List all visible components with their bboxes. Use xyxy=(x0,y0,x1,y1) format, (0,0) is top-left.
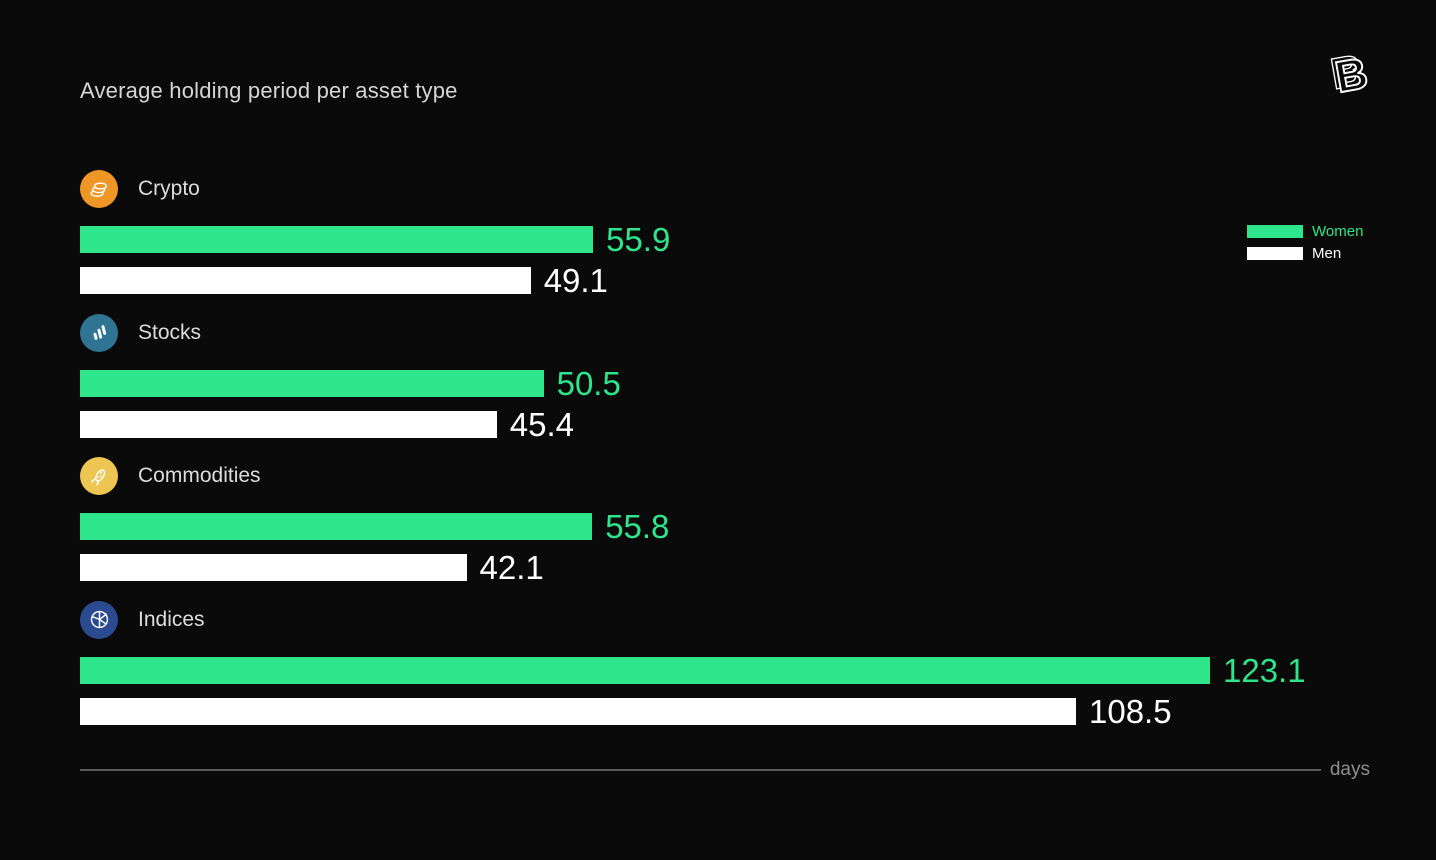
bar-women-indices xyxy=(80,656,1210,684)
bar-men-stocks xyxy=(80,410,497,438)
crypto-coins-icon xyxy=(80,170,118,208)
row-head-crypto: Crypto xyxy=(80,170,1400,208)
category-label-indices: Indices xyxy=(138,607,205,631)
bar-women-commodities xyxy=(80,513,593,540)
legend-item-women: Women xyxy=(1247,224,1363,239)
bar-women-crypto xyxy=(80,226,594,253)
indices-pie-icon xyxy=(80,600,118,639)
legend: Women Men xyxy=(1247,224,1363,261)
row-head-commodities: Commodities xyxy=(80,457,1400,495)
bar-row-women-crypto: 55.9 xyxy=(80,221,671,258)
x-axis-unit-label: days xyxy=(1329,759,1370,780)
chart-title: Average holding period per asset type xyxy=(80,78,458,103)
bar-men-indices xyxy=(80,697,1076,725)
legend-swatch-men xyxy=(1247,247,1303,260)
legend-item-men: Men xyxy=(1247,246,1363,261)
chart-row-indices: Indices 123.1 108.5 xyxy=(80,600,1400,736)
bar-row-women-stocks: 50.5 xyxy=(80,364,621,402)
value-women-indices: 123.1 xyxy=(1223,651,1306,689)
value-men-indices: 108.5 xyxy=(1089,692,1172,730)
value-women-crypto: 55.9 xyxy=(606,221,671,258)
commodities-corn-icon xyxy=(80,457,118,495)
legend-label-women: Women xyxy=(1312,223,1364,240)
legend-swatch-women xyxy=(1247,225,1303,238)
chart-row-stocks: Stocks 50.5 45.4 xyxy=(80,313,1400,449)
bar-row-men-commodities: 42.1 xyxy=(80,549,544,586)
chart-row-crypto: Crypto 55.9 49.1 xyxy=(80,170,1400,305)
legend-label-men: Men xyxy=(1312,245,1342,262)
bar-women-stocks xyxy=(80,369,544,397)
value-men-crypto: 49.1 xyxy=(543,262,608,299)
bar-row-men-stocks: 45.4 xyxy=(80,405,575,443)
bar-row-men-indices: 108.5 xyxy=(80,692,1172,730)
bar-row-women-commodities: 55.8 xyxy=(80,508,670,545)
x-axis-line xyxy=(80,769,1321,771)
category-label-commodities: Commodities xyxy=(138,464,261,487)
x-axis: days xyxy=(80,759,1370,781)
bar-row-women-indices: 123.1 xyxy=(80,651,1306,689)
category-label-crypto: Crypto xyxy=(138,177,200,200)
value-women-stocks: 50.5 xyxy=(556,364,621,402)
bar-row-men-crypto: 49.1 xyxy=(80,262,608,299)
chart-row-commodities: Commodities 55.8 42.1 xyxy=(80,457,1400,592)
brand-logo: B B xyxy=(1326,45,1372,104)
value-men-commodities: 42.1 xyxy=(479,549,544,586)
row-head-indices: Indices xyxy=(80,600,1400,639)
row-head-stocks: Stocks xyxy=(80,313,1400,352)
stocks-bars-icon xyxy=(80,313,118,352)
bar-men-crypto xyxy=(80,267,531,294)
category-label-stocks: Stocks xyxy=(138,320,202,344)
bar-men-commodities xyxy=(80,554,467,581)
value-men-stocks: 45.4 xyxy=(509,405,575,443)
value-women-commodities: 55.8 xyxy=(605,508,670,545)
